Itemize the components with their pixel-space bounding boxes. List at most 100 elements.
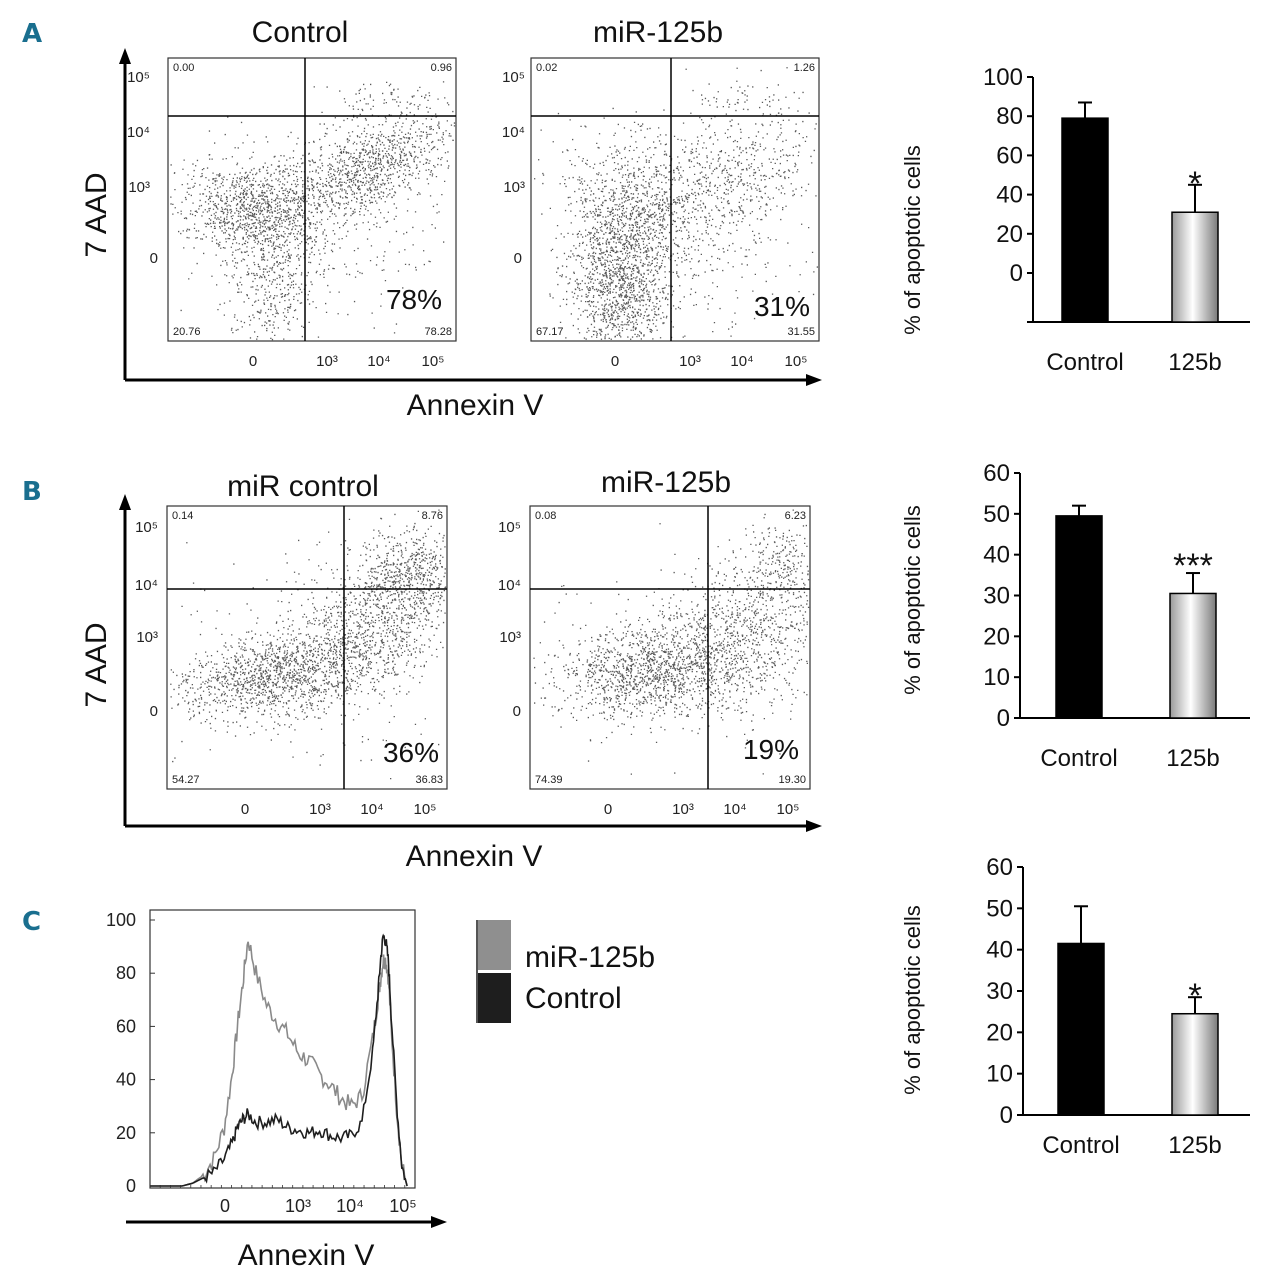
x-tick: 0 bbox=[241, 801, 249, 818]
x-tick: 10⁴ bbox=[723, 801, 746, 818]
bar-y-tick-label: 0 bbox=[1010, 260, 1023, 287]
y-tick: 0 bbox=[514, 250, 522, 267]
quadrant-lr-value: 36.83 bbox=[415, 774, 443, 786]
quadrant-lr-value: 78.28 bbox=[424, 326, 452, 338]
y-tick: 10⁵ bbox=[127, 69, 150, 86]
flow-plot-b-mir125b: miR-125b 0.08 6.23 74.39 19.30 19% 10⁵ 1… bbox=[498, 466, 811, 818]
bar-y-tick-label: 60 bbox=[996, 142, 1023, 169]
y-tick: 10⁵ bbox=[502, 69, 525, 86]
x-tick: 10⁵ bbox=[389, 1196, 416, 1216]
bar-y-axis-label: % of apoptotic cells bbox=[900, 145, 925, 335]
bar-y-tick-label: 20 bbox=[996, 221, 1023, 248]
y-tick: 10⁴ bbox=[135, 577, 158, 594]
plot-title: miR-125b bbox=[601, 466, 731, 499]
y-tick: 0 bbox=[513, 703, 521, 720]
bar-y-tick-label: 40 bbox=[996, 182, 1023, 209]
bar-category-label: Control bbox=[1040, 745, 1117, 772]
plot-title: Control bbox=[252, 16, 349, 49]
bar-y-tick-label: 20 bbox=[983, 623, 1010, 650]
quadrant-ll-value: 20.76 bbox=[173, 326, 201, 338]
bar-chart-c: 0 10 20 30 40 50 60 % of apoptotic cells Control… bbox=[900, 854, 1250, 1159]
bar-control bbox=[1061, 117, 1109, 323]
bar-y-tick-label: 30 bbox=[986, 978, 1013, 1005]
bar-y-tick-label: 10 bbox=[983, 664, 1010, 691]
legend-label-control: Control bbox=[525, 982, 622, 1015]
x-tick: 10⁵ bbox=[785, 353, 808, 370]
flow-plot-a-mir125b: miR-125b 0.02 1.26 67.17 31.55 31% 10⁵ 1… bbox=[502, 16, 820, 370]
hist-y-tick-label: 60 bbox=[116, 1016, 136, 1036]
quadrant-ul-value: 0.00 bbox=[173, 62, 194, 74]
axes-b bbox=[119, 494, 822, 832]
quadrant-ul-value: 0.08 bbox=[535, 510, 556, 522]
bar-y-tick-label: 50 bbox=[983, 501, 1010, 528]
x-tick: 10⁵ bbox=[777, 801, 800, 818]
quadrant-ul-value: 0.02 bbox=[536, 62, 557, 74]
x-tick: 10³ bbox=[672, 801, 694, 818]
bar-category-label: 125b bbox=[1166, 745, 1219, 772]
x-tick: 10⁵ bbox=[422, 353, 445, 370]
quadrant-ur-value: 8.76 bbox=[422, 510, 443, 522]
quadrant-ll-value: 54.27 bbox=[172, 774, 200, 786]
axes-a bbox=[119, 48, 822, 386]
bar-category-label: 125b bbox=[1168, 349, 1221, 376]
bar-125b bbox=[1171, 1012, 1219, 1116]
bar-y-tick-label: 50 bbox=[986, 895, 1013, 922]
legend-label-mir125b: miR-125b bbox=[525, 941, 655, 974]
y-tick: 0 bbox=[150, 703, 158, 720]
y-tick: 10³ bbox=[503, 179, 525, 196]
legend-swatch-mir125b bbox=[477, 920, 511, 970]
bar-y-tick-label: 10 bbox=[986, 1061, 1013, 1088]
panel-label-c: C bbox=[22, 907, 41, 937]
y-tick: 10⁴ bbox=[127, 124, 150, 141]
scatter-dots bbox=[170, 81, 456, 341]
bar-category-label: 125b bbox=[1168, 1132, 1221, 1159]
bar-125b bbox=[1171, 211, 1219, 323]
significance-marker: * bbox=[1188, 165, 1201, 203]
y-axis-title-a: 7 AAD bbox=[80, 172, 113, 257]
x-tick: 10⁴ bbox=[360, 801, 383, 818]
y-tick: 10³ bbox=[136, 629, 158, 646]
bar-y-tick-label: 0 bbox=[997, 705, 1010, 732]
bar-category-label: Control bbox=[1042, 1132, 1119, 1159]
bar-y-tick-label: 100 bbox=[983, 64, 1023, 91]
scatter-dots bbox=[533, 509, 810, 775]
y-tick: 10⁵ bbox=[498, 519, 521, 536]
significance-marker: * bbox=[1188, 977, 1201, 1015]
y-tick: 10⁴ bbox=[502, 124, 525, 141]
histogram-c: 0 20 40 60 80 100 0 10³ 10⁴ 10⁵ bbox=[106, 909, 417, 1216]
bar-control bbox=[1055, 515, 1103, 719]
x-tick: 10³ bbox=[285, 1196, 311, 1216]
bar-y-tick-label: 40 bbox=[983, 542, 1010, 569]
x-tick: 10³ bbox=[316, 353, 338, 370]
x-axis-title-c: Annexin V bbox=[238, 1239, 375, 1272]
hist-y-tick-label: 40 bbox=[116, 1070, 136, 1090]
bar-category-label: Control bbox=[1046, 349, 1123, 376]
scatter-dots bbox=[534, 67, 818, 340]
flow-plot-a-control: Control 0.00 0.96 20.76 78.28 78% 10⁵ 10… bbox=[127, 16, 457, 370]
bar-y-axis-label: % of apoptotic cells bbox=[900, 505, 925, 695]
panel-label-a: A bbox=[22, 19, 42, 49]
x-tick: 10³ bbox=[309, 801, 331, 818]
hist-y-tick-label: 20 bbox=[116, 1123, 136, 1143]
x-axis-title-b: Annexin V bbox=[406, 840, 543, 873]
hist-y-tick-label: 80 bbox=[116, 963, 136, 983]
bar-y-axis-label: % of apoptotic cells bbox=[900, 905, 925, 1095]
y-tick: 10³ bbox=[128, 179, 150, 196]
x-tick: 0 bbox=[220, 1196, 230, 1216]
bar-chart-b: 0 10 20 30 40 50 60 % of apoptotic cells Control… bbox=[900, 460, 1250, 772]
x-tick: 10⁴ bbox=[336, 1196, 364, 1216]
x-tick: 0 bbox=[249, 353, 257, 370]
x-tick: 0 bbox=[604, 801, 612, 818]
bar-y-tick-label: 40 bbox=[986, 937, 1013, 964]
bar-y-tick-label: 60 bbox=[983, 460, 1010, 487]
bar-y-tick-label: 20 bbox=[986, 1019, 1013, 1046]
apoptotic-percent: 36% bbox=[383, 737, 439, 768]
x-tick: 10⁵ bbox=[414, 801, 437, 818]
flow-plot-b-control: miR control 0.14 8.76 54.27 36.83 36% 10… bbox=[135, 470, 448, 818]
y-tick: 0 bbox=[150, 250, 158, 267]
x-tick: 0 bbox=[611, 353, 619, 370]
hist-y-tick-label: 0 bbox=[126, 1176, 136, 1196]
x-tick: 10⁴ bbox=[367, 353, 390, 370]
quadrant-ll-value: 74.39 bbox=[535, 774, 563, 786]
series-line-control bbox=[150, 933, 408, 1187]
